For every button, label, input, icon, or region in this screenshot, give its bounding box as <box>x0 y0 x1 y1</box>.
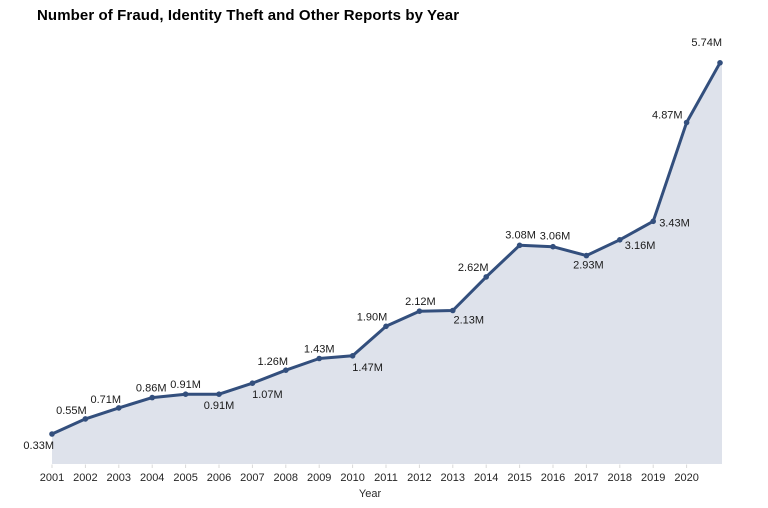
x-tick-label-2012: 2012 <box>407 472 431 484</box>
point-marker-2017 <box>583 252 590 259</box>
area-fill <box>52 62 722 465</box>
x-tick-label-2001: 2001 <box>40 472 64 484</box>
point-marker-2002 <box>82 416 89 422</box>
point-label-2013: 2.13M <box>454 315 485 327</box>
x-axis-title: Year <box>358 488 382 500</box>
point-label-2020: 4.87M <box>652 110 683 122</box>
x-tick-label-2016: 2016 <box>541 472 565 484</box>
point-marker-2019 <box>650 218 656 225</box>
x-tick-label-2002: 2002 <box>73 472 97 484</box>
point-marker-2015 <box>516 242 523 249</box>
point-label-2010: 1.47M <box>352 362 383 374</box>
point-label-2019: 3.43M <box>659 217 690 229</box>
point-label-2002: 0.55M <box>56 405 87 417</box>
x-tick-label-2019: 2019 <box>641 472 665 484</box>
point-marker-2014 <box>483 274 490 280</box>
point-label-2005: 0.91M <box>170 379 201 391</box>
x-tick-label-2006: 2006 <box>207 472 231 484</box>
point-marker-2007 <box>249 380 256 387</box>
point-label-2007: 1.07M <box>252 389 283 401</box>
point-marker-2010 <box>349 353 356 359</box>
x-tick-label-2018: 2018 <box>608 472 632 484</box>
point-label-2014: 2.62M <box>458 262 489 274</box>
x-tick-label-2009: 2009 <box>307 472 331 484</box>
point-marker-2021 <box>717 60 723 66</box>
point-marker-2006 <box>216 391 222 398</box>
x-axis-layer: 2001 2002 2003 2004 2005 2006 2007 2008 2009 2010… <box>40 464 699 484</box>
point-marker-2009 <box>316 355 323 362</box>
point-label-2004: 0.86M <box>136 383 167 395</box>
point-marker-2001 <box>49 431 55 437</box>
point-label-2021: 5.74M <box>691 37 722 49</box>
point-marker-2018 <box>617 237 623 243</box>
point-marker-2004 <box>149 394 155 401</box>
x-tick-label-2010: 2010 <box>340 472 364 484</box>
point-label-2016: 3.06M <box>540 231 571 243</box>
point-marker-layer <box>49 60 723 437</box>
point-label-2008: 1.26M <box>258 356 289 368</box>
point-marker-2005 <box>182 391 189 398</box>
point-label-2012: 2.12M <box>405 296 436 308</box>
point-label-2011: 1.90M <box>357 311 388 323</box>
x-tick-label-2008: 2008 <box>274 472 298 484</box>
point-marker-2020 <box>683 119 690 126</box>
point-marker-2013 <box>450 307 456 314</box>
point-label-2003: 0.71M <box>91 394 122 406</box>
x-tick-label-2014: 2014 <box>474 472 498 484</box>
point-label-2018: 3.16M <box>625 240 656 252</box>
x-tick-label-2004: 2004 <box>140 472 164 484</box>
x-tick-label-2017: 2017 <box>574 472 598 484</box>
point-marker-2016 <box>550 243 556 250</box>
point-label-2009: 1.43M <box>304 344 335 356</box>
area-fill-layer <box>52 62 722 465</box>
point-label-2015: 3.08M <box>505 229 536 241</box>
x-tick-label-2020: 2020 <box>674 472 698 484</box>
chart-title: Number of Fraud, Identity Theft and Othe… <box>37 7 460 24</box>
point-marker-2012 <box>416 308 423 315</box>
x-tick-label-2011: 2011 <box>374 472 398 484</box>
x-tick-label-2007: 2007 <box>240 472 264 484</box>
x-tick-label-2015: 2015 <box>507 472 531 484</box>
x-tick-label-2013: 2013 <box>441 472 465 484</box>
point-marker-2003 <box>116 405 122 411</box>
point-marker-2011 <box>383 323 389 330</box>
point-marker-2008 <box>283 367 289 374</box>
point-label-2001: 0.33M <box>23 440 54 452</box>
point-label-2017: 2.93M <box>573 260 604 272</box>
point-label-2006: 0.91M <box>204 400 235 412</box>
x-tick-label-2003: 2003 <box>107 472 131 484</box>
x-tick-label-2005: 2005 <box>173 472 197 484</box>
